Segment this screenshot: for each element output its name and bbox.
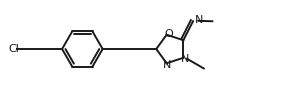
Text: N: N — [195, 15, 203, 25]
Text: N: N — [181, 54, 189, 64]
Text: O: O — [164, 29, 173, 39]
Text: Cl: Cl — [9, 44, 20, 54]
Text: N: N — [162, 60, 171, 70]
